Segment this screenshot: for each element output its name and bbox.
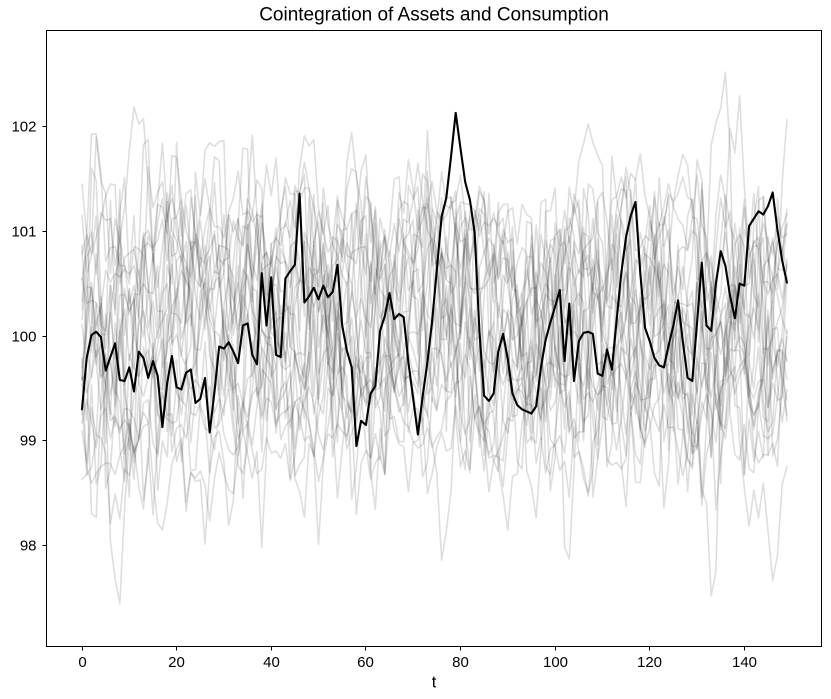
- svg-text:40: 40: [263, 654, 280, 671]
- svg-text:100: 100: [11, 329, 36, 346]
- svg-text:99: 99: [20, 433, 37, 450]
- svg-text:0: 0: [78, 654, 86, 671]
- svg-text:Cointegration of Assets and Co: Cointegration of Assets and Consumption: [259, 5, 609, 26]
- svg-text:80: 80: [452, 654, 469, 671]
- svg-text:t: t: [432, 674, 437, 692]
- svg-text:60: 60: [357, 654, 374, 671]
- svg-text:100: 100: [543, 654, 568, 671]
- svg-text:102: 102: [11, 119, 36, 136]
- svg-text:20: 20: [168, 654, 185, 671]
- svg-text:98: 98: [20, 538, 37, 555]
- svg-text:101: 101: [11, 224, 36, 241]
- svg-text:120: 120: [637, 654, 662, 671]
- svg-text:140: 140: [732, 654, 757, 671]
